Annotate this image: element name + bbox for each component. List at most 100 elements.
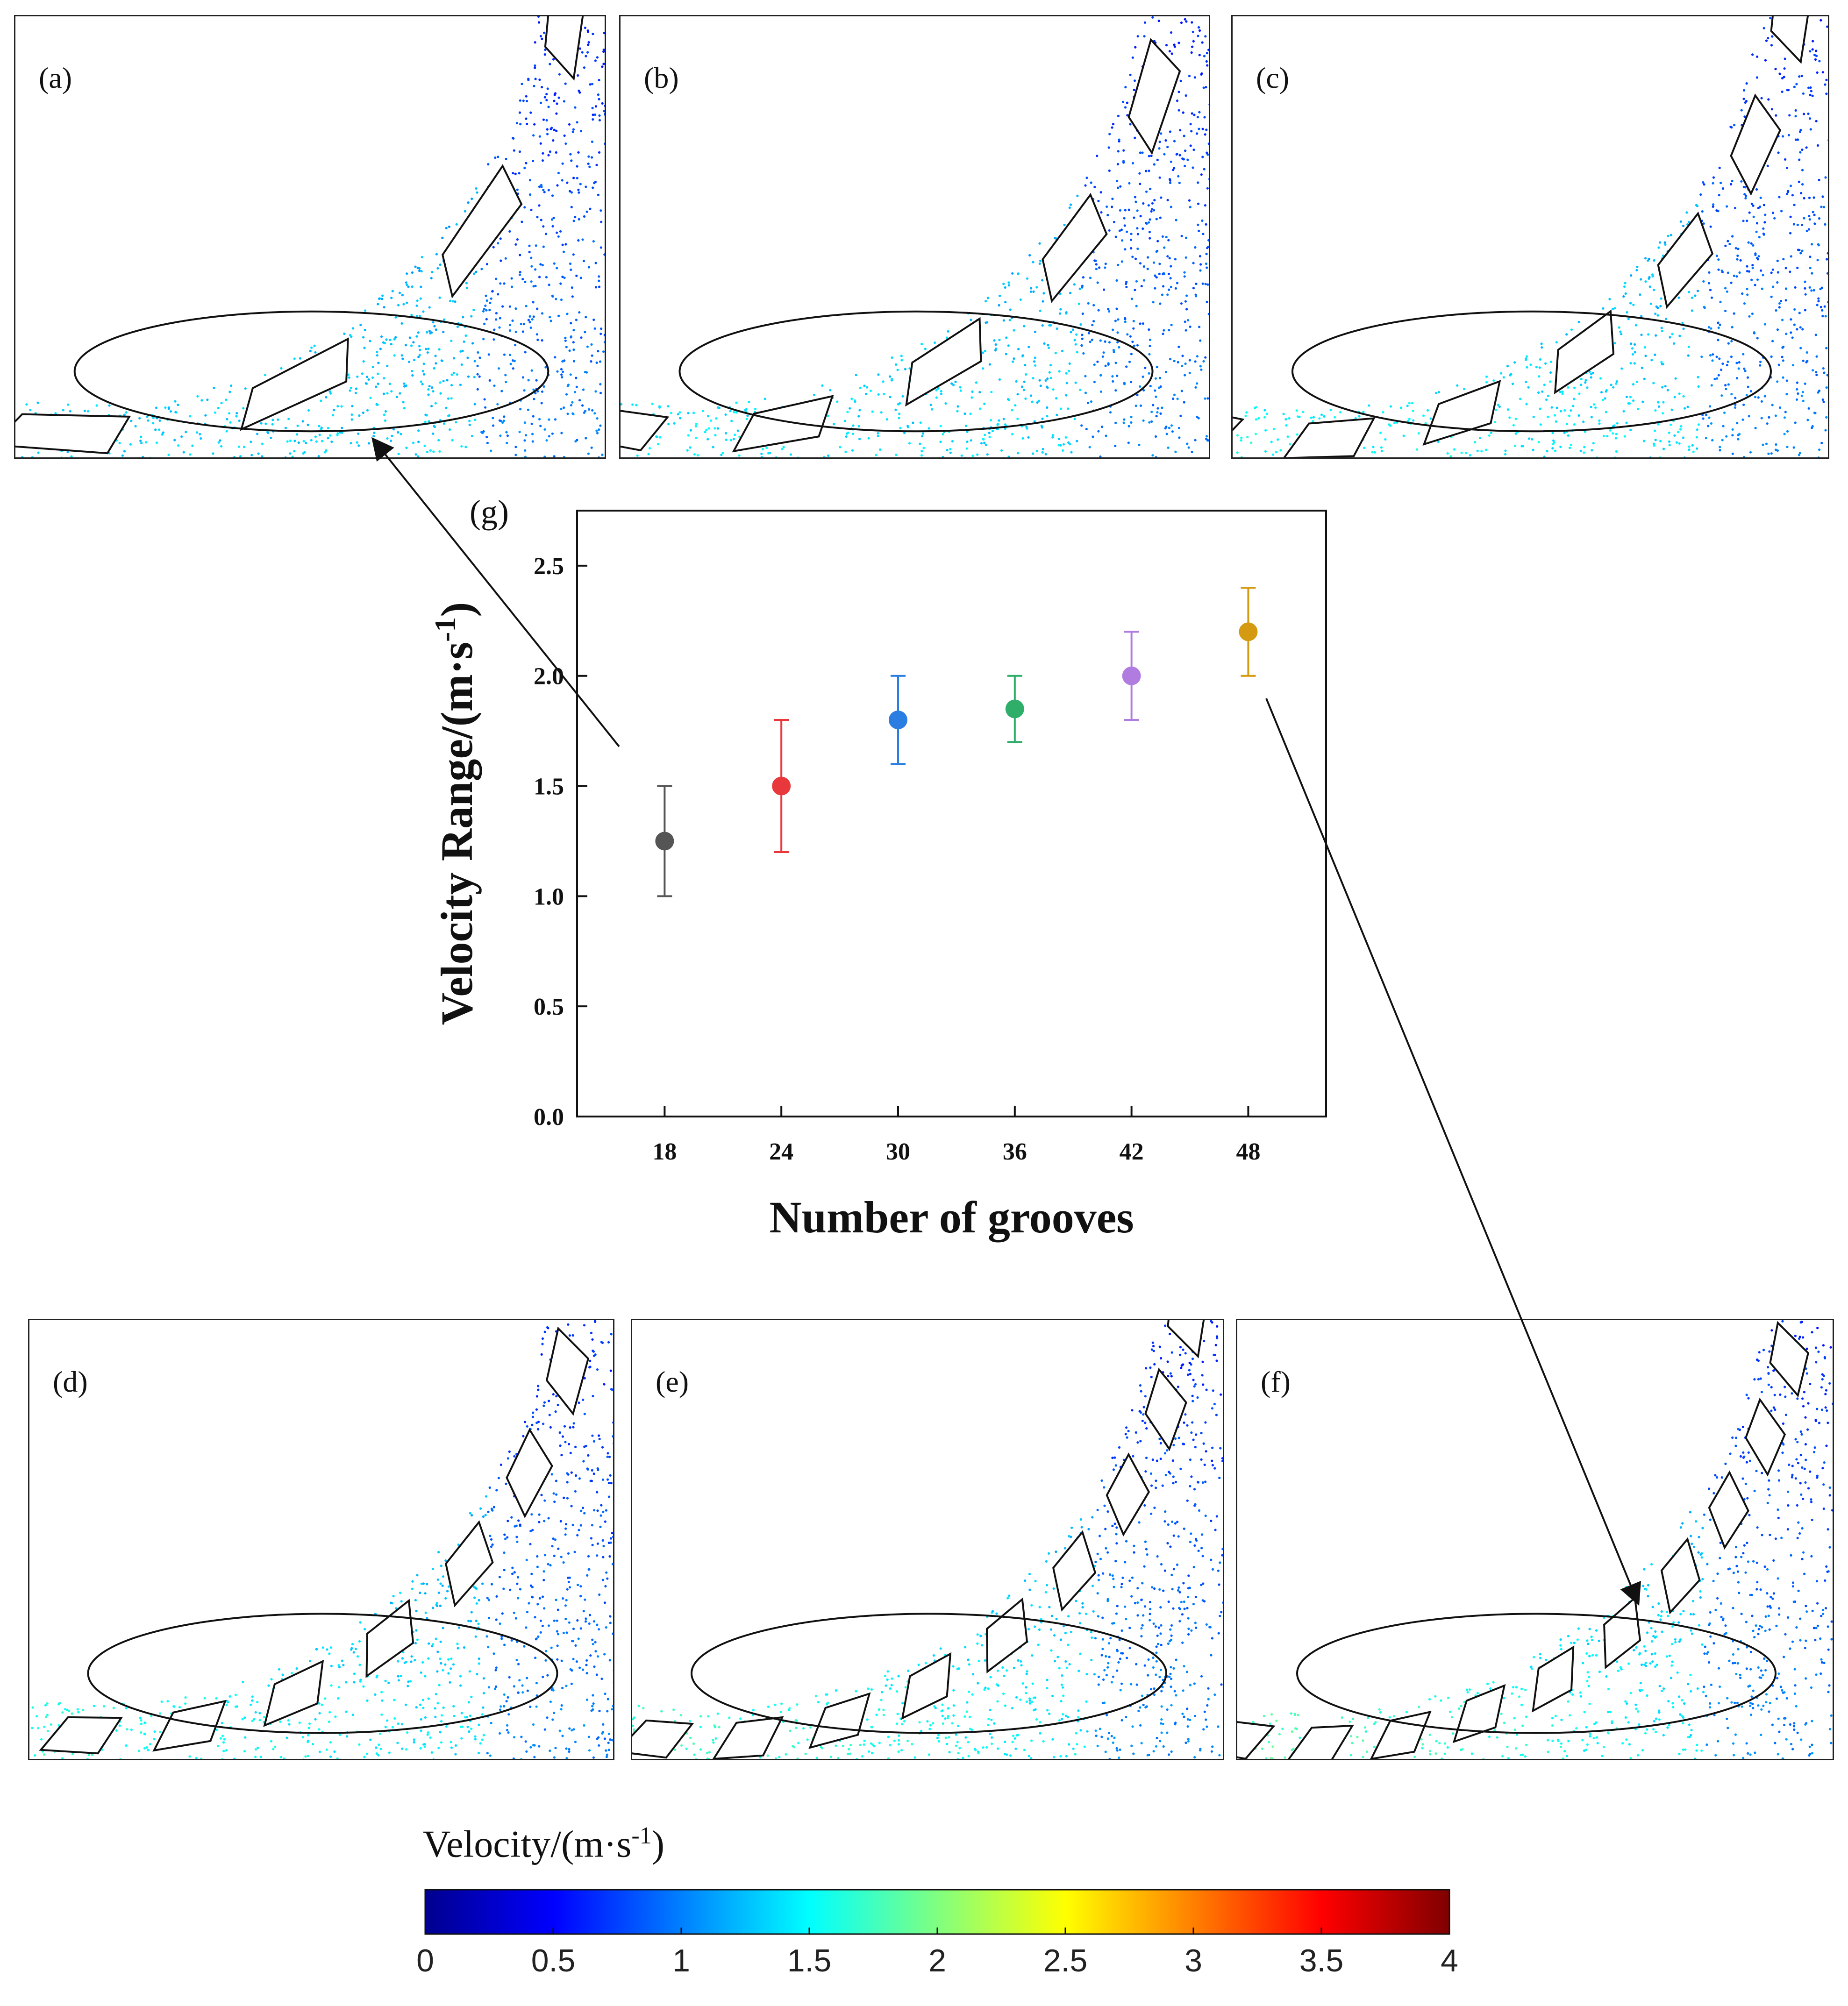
panel-label: (d) [53,1365,88,1398]
groove-shape [1283,417,1376,457]
groove-shape [1370,1710,1432,1759]
panel-label: (a) [39,61,72,94]
flow-panel: (a) [14,15,606,459]
y-tick-label: 0.5 [534,994,564,1020]
colorbar-tick-label: 2.5 [1043,1943,1088,1978]
highlight-ellipse [1291,310,1772,433]
colorbar-gradient [424,1889,1450,1935]
groove-shape [39,1716,123,1755]
colorbar-tick-label: 3 [1184,1943,1202,1978]
y-tick-label: 2.5 [534,553,564,580]
groove-outlines [632,1320,1205,1759]
groove-shape [263,1659,324,1727]
data-point-30 [889,675,907,765]
y-tick-label: 1.0 [534,883,564,910]
colorbar-tick-label: 1 [672,1943,690,1978]
velocity-field [31,1320,613,1759]
groove-shape [905,317,982,407]
flow-panel: (c) [1231,15,1829,459]
highlight-ellipse [1296,1613,1777,1734]
data-point-48 [1239,587,1258,677]
velocity-range-chart: (g) 0.0 0.5 1.0 1.5 2.0 2.5 18 24 30 36 42 48 Number … [428,493,1327,1242]
groove-shape [1144,1367,1187,1451]
flow-panel: (b) [619,15,1210,459]
marker [1005,699,1024,718]
colorbar-tick-label: 3.5 [1299,1943,1344,1978]
groove-shape [1660,1537,1701,1615]
x-tick-label: 48 [1236,1138,1260,1165]
velocity-field [632,1320,1223,1759]
groove-shape [545,1326,590,1416]
groove-shape [1769,1321,1810,1398]
y-tick-label: 0.0 [534,1104,564,1131]
colorbar-tick-label: 4 [1441,1943,1458,1978]
panel-label: (b) [644,61,679,94]
panel-label: (e) [656,1365,689,1398]
groove-shape [152,1700,227,1752]
groove-shape [1744,1397,1786,1477]
x-tick-label: 24 [769,1138,793,1165]
groove-shape [1288,1724,1354,1759]
colorbar-tick-label: 1.5 [787,1943,832,1978]
highlight-ellipse [678,310,1154,433]
colorbar-tick-label: 0.5 [531,1943,576,1978]
flow-panel: (e) [631,1319,1224,1760]
x-tick-label: 42 [1120,1138,1144,1165]
colorbar-title: Velocity/(m·s-1) [423,1822,664,1865]
marker [1122,666,1141,685]
groove-shape [901,1652,952,1720]
groove-shape [1052,1530,1097,1612]
groove-shape [442,164,523,299]
highlight-ellipse [691,1613,1167,1734]
groove-shape [732,395,834,453]
highlight-ellipse [73,310,549,433]
groove-shape [365,1599,414,1678]
velocity-field [1237,1320,1833,1759]
flow-panel: (d) [28,1319,614,1760]
groove-shape [1730,93,1782,196]
groove-shape [1708,1470,1749,1550]
data-point-24 [772,719,791,854]
groove-outlines [39,1326,590,1755]
highlight-ellipse [87,1613,558,1734]
data-point-36 [1005,675,1024,743]
groove-shape [15,413,131,455]
groove-shape [1237,1721,1276,1759]
marker [655,832,674,851]
groove-shape [445,1520,494,1608]
groove-shape [1127,38,1181,155]
groove-shape [1657,211,1714,309]
x-tick-label: 18 [652,1138,677,1165]
panel-label: (c) [1256,61,1290,94]
groove-shape [544,16,584,81]
velocity-particles [1236,16,1828,457]
groove-shape [621,410,670,452]
velocity-field [621,16,1209,457]
groove-shape [506,1428,553,1519]
groove-shape [808,1692,871,1749]
chart-panel-label: (g) [470,493,509,531]
groove-outlines [1237,1321,1810,1759]
groove-outlines [15,16,584,455]
groove-shape [1042,192,1108,303]
groove-shape [1422,380,1501,446]
groove-shape [1532,1645,1575,1713]
marker [889,711,907,730]
groove-shape [1603,1596,1641,1670]
groove-shape [1452,1684,1506,1743]
velocity-field [15,16,605,457]
groove-shape [1554,309,1615,395]
marker [772,776,791,796]
groove-shape [1167,1320,1205,1359]
x-tick-label: 36 [1003,1138,1027,1165]
groove-shape [1106,1452,1150,1537]
x-axis-label: Number of grooves [769,1192,1134,1242]
data-point-42 [1122,631,1141,721]
groove-shape [712,1716,784,1759]
data-point-18 [655,785,674,897]
y-tick-label: 1.5 [534,774,564,800]
colorbar-tick-label: 2 [928,1943,946,1978]
marker [1239,622,1258,641]
groove-outlines [1233,16,1809,457]
groove-shape [1233,416,1245,432]
